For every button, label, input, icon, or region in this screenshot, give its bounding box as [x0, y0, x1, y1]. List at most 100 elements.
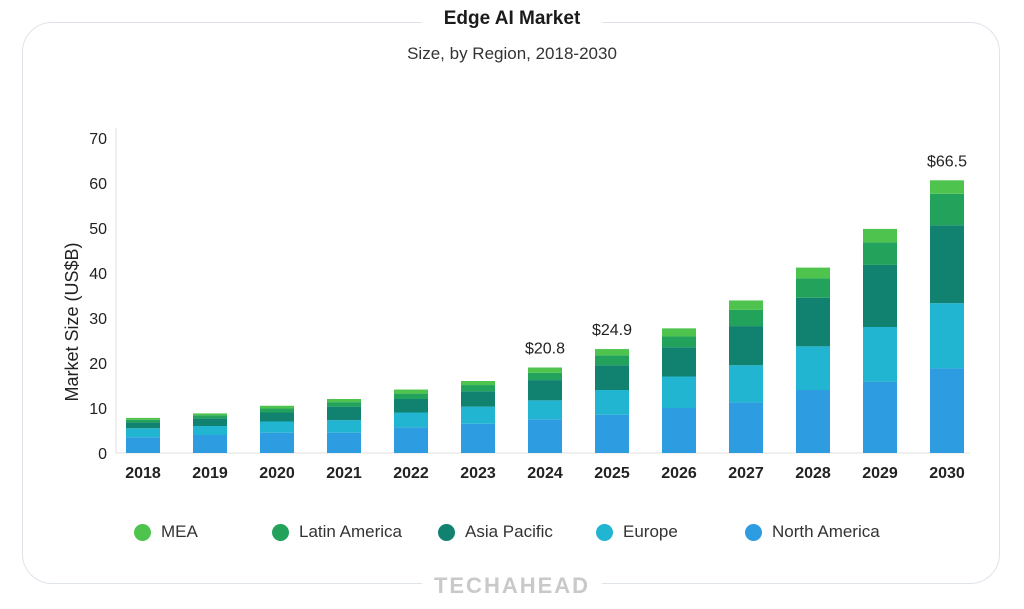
- x-tick-label: 2022: [393, 465, 429, 482]
- legend-swatch-europe: [596, 523, 613, 541]
- bar-segment-latin-america: [327, 402, 361, 407]
- bar-segment-latin-america: [595, 355, 629, 366]
- bar-segment-north-america: [528, 419, 562, 453]
- legend-swatch-north-america: [745, 523, 762, 541]
- bar-segment-asia-pacific: [796, 297, 830, 347]
- brand-watermark: TECHAHEAD: [421, 573, 603, 598]
- bar-segment-latin-america: [193, 415, 227, 419]
- bar-segment-north-america: [863, 381, 897, 453]
- bar-segment-latin-america: [528, 372, 562, 381]
- legend-label-asia-pacific: Asia Pacific: [465, 522, 553, 541]
- bar-segment-asia-pacific: [461, 391, 495, 407]
- x-tick-label: 2020: [259, 465, 295, 482]
- bar-segment-mea: [662, 328, 696, 337]
- bar-segment-asia-pacific: [930, 225, 964, 304]
- y-tick-label: 60: [89, 176, 107, 193]
- legend-swatch-asia-pacific: [438, 523, 455, 541]
- legend-item-asia-pacific: Asia Pacific: [438, 522, 553, 542]
- bar-segment-latin-america: [729, 309, 763, 327]
- y-tick-label: 30: [89, 311, 107, 328]
- legend-swatch-mea: [134, 523, 151, 541]
- bar-total-annotation: $66.5: [927, 153, 967, 170]
- bar-segment-europe: [394, 412, 428, 428]
- y-tick-label: 50: [89, 221, 107, 238]
- bar-segment-europe: [260, 421, 294, 433]
- y-axis-label: Market Size (US$B): [62, 242, 82, 401]
- legend-item-mea: MEA: [134, 522, 198, 542]
- x-tick-label: 2028: [795, 465, 831, 482]
- bar-segment-europe: [126, 428, 160, 438]
- bar-segment-mea: [461, 381, 495, 386]
- bar-segment-latin-america: [126, 419, 160, 423]
- bar-segment-mea: [595, 349, 629, 356]
- bar-segment-mea: [394, 389, 428, 394]
- bar-segment-latin-america: [796, 278, 830, 298]
- bar-segment-latin-america: [260, 408, 294, 413]
- bar-segment-north-america: [394, 427, 428, 453]
- legend-label-europe: Europe: [623, 522, 678, 541]
- x-tick-label: 2026: [661, 465, 697, 482]
- x-tick-label: 2027: [728, 465, 764, 482]
- chart-title-wrap: Edge AI Market: [0, 8, 1024, 30]
- bar-segment-north-america: [662, 408, 696, 453]
- x-tick-label: 2024: [527, 465, 563, 482]
- bar-segment-north-america: [729, 402, 763, 453]
- x-tick-label: 2025: [594, 465, 630, 482]
- bar-segment-mea: [729, 300, 763, 310]
- x-tick-label: 2018: [125, 465, 161, 482]
- x-tick-label: 2029: [862, 465, 898, 482]
- x-tick-label: 2023: [460, 465, 496, 482]
- legend-item-north-america: North America: [745, 522, 880, 542]
- legend-label-latin-america: Latin America: [299, 522, 402, 541]
- bar-segment-europe: [662, 376, 696, 408]
- legend-item-europe: Europe: [596, 522, 678, 542]
- bar-segment-asia-pacific: [327, 406, 361, 421]
- bar-segment-asia-pacific: [729, 326, 763, 366]
- chart-legend: MEA Latin America Asia Pacific Europe No…: [0, 522, 1024, 548]
- bar-segment-europe: [461, 406, 495, 424]
- legend-label-mea: MEA: [161, 522, 198, 541]
- bar-segment-latin-america: [662, 336, 696, 348]
- bar-segment-europe: [930, 303, 964, 369]
- bar-segment-north-america: [327, 432, 361, 453]
- bar-segment-latin-america: [461, 385, 495, 392]
- x-tick-label: 2021: [326, 465, 362, 482]
- x-tick-label: 2019: [192, 465, 228, 482]
- y-tick-label: 40: [89, 266, 107, 283]
- bar-segment-asia-pacific: [662, 347, 696, 377]
- bar-segment-north-america: [930, 368, 964, 453]
- legend-label-north-america: North America: [772, 522, 880, 541]
- bar-segment-north-america: [126, 437, 160, 453]
- bar-segment-europe: [796, 346, 830, 390]
- bar-segment-mea: [528, 367, 562, 373]
- bar-segment-asia-pacific: [193, 418, 227, 426]
- brand-watermark-wrap: TECHAHEAD: [0, 573, 1024, 599]
- chart-subtitle: Size, by Region, 2018-2030: [407, 44, 617, 63]
- y-tick-label: 0: [98, 446, 107, 463]
- bar-segment-latin-america: [930, 193, 964, 226]
- bar-segment-mea: [260, 405, 294, 409]
- bar-segment-latin-america: [863, 242, 897, 265]
- bar-segment-mea: [126, 417, 160, 420]
- legend-swatch-latin-america: [272, 523, 289, 541]
- bar-segment-europe: [528, 400, 562, 420]
- y-tick-label: 10: [89, 401, 107, 418]
- bar-segment-asia-pacific: [863, 264, 897, 327]
- bar-segment-north-america: [260, 432, 294, 453]
- bar-segment-mea: [863, 228, 897, 243]
- y-tick-label: 70: [89, 131, 107, 148]
- bar-total-annotation: $24.9: [592, 322, 632, 339]
- bar-segment-asia-pacific: [126, 422, 160, 429]
- bar-segment-mea: [930, 180, 964, 194]
- bar-total-annotation: $20.8: [525, 341, 565, 358]
- bar-segment-mea: [796, 267, 830, 279]
- bar-segment-asia-pacific: [528, 380, 562, 401]
- bar-segment-europe: [327, 420, 361, 433]
- bar-segment-north-america: [595, 414, 629, 453]
- bar-segment-north-america: [796, 390, 830, 453]
- bar-segment-asia-pacific: [394, 399, 428, 413]
- legend-item-latin-america: Latin America: [272, 522, 402, 542]
- bar-segment-europe: [729, 365, 763, 403]
- bar-segment-europe: [595, 390, 629, 415]
- bar-segment-asia-pacific: [260, 412, 294, 422]
